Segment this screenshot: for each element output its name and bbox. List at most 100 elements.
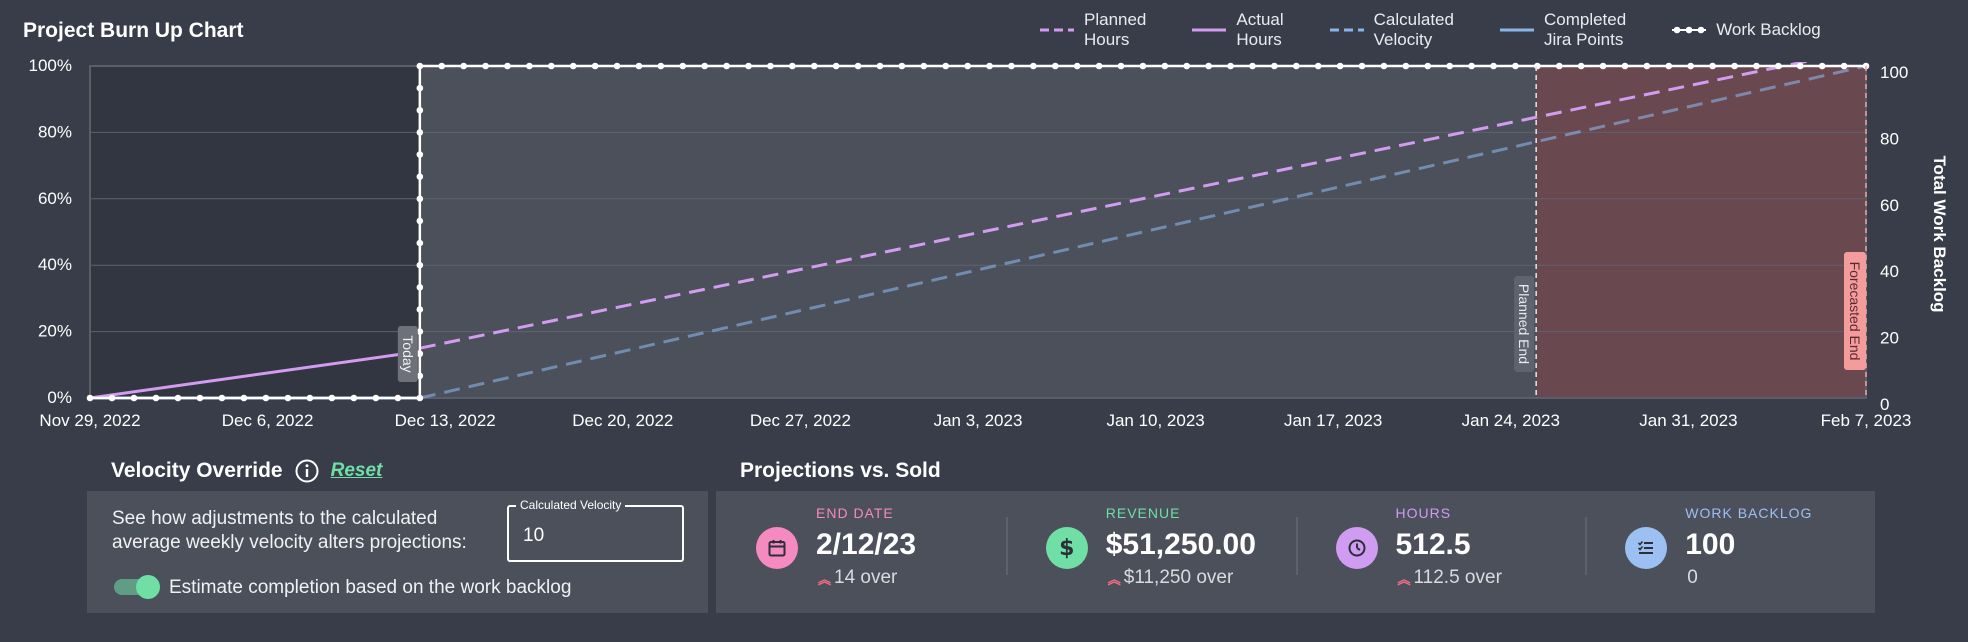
today-label: Today bbox=[400, 335, 416, 372]
actual-hours-line bbox=[89, 350, 421, 400]
metric-sub-text: $11,250 over bbox=[1123, 567, 1234, 588]
work-backlog-point bbox=[1008, 62, 1015, 70]
work-backlog-point bbox=[1753, 62, 1760, 70]
work-backlog-point bbox=[1840, 62, 1848, 70]
metric-value: 512.5 bbox=[1395, 528, 1471, 561]
x-tick-label: Dec 20, 2022 bbox=[572, 411, 673, 430]
work-backlog-point bbox=[328, 394, 336, 402]
metric-revenue: $ REVENUE $51,250.00 ︽ $11,250 over bbox=[1005, 491, 1296, 613]
forecast-region bbox=[1536, 66, 1866, 398]
work-backlog-point bbox=[306, 394, 314, 402]
info-icon[interactable] bbox=[295, 459, 319, 483]
reset-link[interactable]: Reset bbox=[330, 460, 383, 481]
dollar-icon: $ bbox=[1045, 527, 1088, 569]
work-backlog-point bbox=[1402, 62, 1410, 70]
legend-label: Completed Jira Points bbox=[1543, 10, 1627, 49]
work-backlog-point bbox=[1139, 62, 1147, 70]
forecasted-end-label: Forecasted End bbox=[1847, 262, 1863, 361]
work-backlog-point bbox=[942, 62, 950, 70]
work-backlog-point bbox=[416, 106, 424, 114]
work-backlog-point bbox=[262, 394, 270, 402]
legend-item-actual-hours[interactable]: Actual Hours bbox=[1192, 10, 1284, 50]
work-backlog-point bbox=[1577, 62, 1585, 70]
legend-item-completed-jira-points[interactable]: Completed Jira Points bbox=[1499, 10, 1627, 50]
work-backlog-point bbox=[1731, 62, 1738, 70]
legend-swatch-work-backlog bbox=[1672, 26, 1707, 34]
today-badge bbox=[397, 326, 418, 382]
dollar-glyph: $ bbox=[1059, 535, 1075, 561]
y-left-tick-label: 20% bbox=[38, 322, 72, 341]
work-backlog-point bbox=[218, 394, 226, 402]
work-backlog-point bbox=[613, 62, 621, 70]
metric-sub: ︽ 112.5 over bbox=[1398, 567, 1502, 589]
legend-swatch-planned-hours bbox=[1040, 28, 1074, 32]
y-right-tick-label: 80 bbox=[1880, 129, 1899, 148]
work-backlog-point bbox=[1665, 62, 1673, 70]
legend-label: Actual Hours bbox=[1236, 10, 1284, 49]
legend-item-planned-hours[interactable]: Planned Hours bbox=[1040, 10, 1146, 50]
work-backlog-point bbox=[394, 394, 402, 402]
work-backlog-point bbox=[701, 62, 708, 70]
plot-area-past bbox=[90, 66, 420, 398]
work-backlog-point bbox=[920, 62, 928, 70]
metric-hours: HOURS 512.5 ︽ 112.5 over bbox=[1295, 491, 1586, 613]
x-tick-label: Dec 27, 2022 bbox=[750, 411, 851, 430]
work-backlog-point bbox=[350, 394, 358, 402]
work-backlog-point bbox=[964, 62, 971, 70]
legend-item-work-backlog[interactable]: Work Backlog bbox=[1672, 20, 1821, 40]
work-backlog-point bbox=[1292, 62, 1300, 70]
work-backlog-point bbox=[1512, 62, 1519, 70]
work-backlog-point bbox=[1227, 62, 1234, 70]
work-backlog-point bbox=[1117, 62, 1125, 70]
legend-label: Calculated Velocity bbox=[1373, 10, 1454, 49]
work-backlog-point bbox=[1490, 62, 1497, 70]
work-backlog-point bbox=[1205, 62, 1212, 70]
work-backlog-point bbox=[1358, 62, 1366, 70]
legend-label: Work Backlog bbox=[1716, 20, 1821, 39]
work-backlog-point bbox=[898, 62, 906, 70]
legend-label: Planned Hours bbox=[1084, 10, 1147, 49]
work-backlog-point bbox=[130, 394, 138, 402]
chart-title: Project Burn Up Chart bbox=[23, 19, 244, 42]
calculated-velocity-field[interactable]: Calculated Velocity bbox=[507, 498, 684, 562]
work-backlog-point bbox=[416, 350, 424, 358]
x-tick-label: Jan 3, 2023 bbox=[934, 411, 1023, 430]
y-right-tick-label: 100 bbox=[1880, 63, 1908, 82]
work-backlog-point bbox=[1183, 62, 1191, 70]
projections-panel: END DATE 2/12/23 ︽ 14 over $ REVENUE $51,… bbox=[716, 491, 1875, 613]
work-backlog-point bbox=[745, 62, 752, 70]
velocity-override-title: Velocity Override bbox=[111, 459, 283, 482]
y-left-tick-label: 0% bbox=[47, 388, 72, 407]
work-backlog-point bbox=[723, 62, 730, 70]
work-backlog-point bbox=[416, 328, 424, 335]
work-backlog-point bbox=[416, 284, 424, 291]
calculated-velocity-input[interactable] bbox=[523, 525, 673, 547]
forecasted-end-badge bbox=[1844, 252, 1866, 370]
estimate-completion-toggle[interactable] bbox=[112, 575, 162, 599]
x-tick-label: Jan 31, 2023 bbox=[1639, 411, 1737, 430]
work-backlog-point bbox=[854, 62, 862, 70]
work-backlog-point bbox=[86, 394, 94, 402]
work-backlog-point bbox=[1161, 62, 1169, 70]
metric-sub: ︽ $11,250 over bbox=[1108, 567, 1234, 589]
work-backlog-point bbox=[416, 239, 424, 247]
work-backlog-point bbox=[416, 129, 424, 136]
checklist-icon bbox=[1625, 527, 1668, 569]
legend-swatch-completed-jira-points bbox=[1499, 28, 1534, 32]
metric-label: HOURS bbox=[1395, 505, 1452, 521]
work-backlog-point bbox=[1818, 62, 1826, 70]
legend-swatch-actual-hours bbox=[1192, 28, 1227, 32]
work-backlog-point bbox=[1796, 62, 1804, 70]
work-backlog-point bbox=[1249, 62, 1256, 70]
y-left-tick-label: 100% bbox=[29, 56, 72, 75]
legend-item-calculated-velocity[interactable]: Calculated Velocity bbox=[1329, 10, 1454, 50]
metric-sub: 0 bbox=[1687, 567, 1698, 589]
work-backlog-point bbox=[416, 394, 424, 402]
work-backlog-point bbox=[1555, 62, 1563, 70]
velocity-override-header: Velocity Override Reset bbox=[111, 459, 382, 483]
work-backlog-point bbox=[416, 372, 424, 380]
work-backlog-point bbox=[789, 62, 796, 70]
metric-sub-text: 0 bbox=[1687, 567, 1698, 588]
work-backlog-point bbox=[1687, 62, 1695, 70]
y-left-tick-label: 60% bbox=[38, 189, 72, 208]
